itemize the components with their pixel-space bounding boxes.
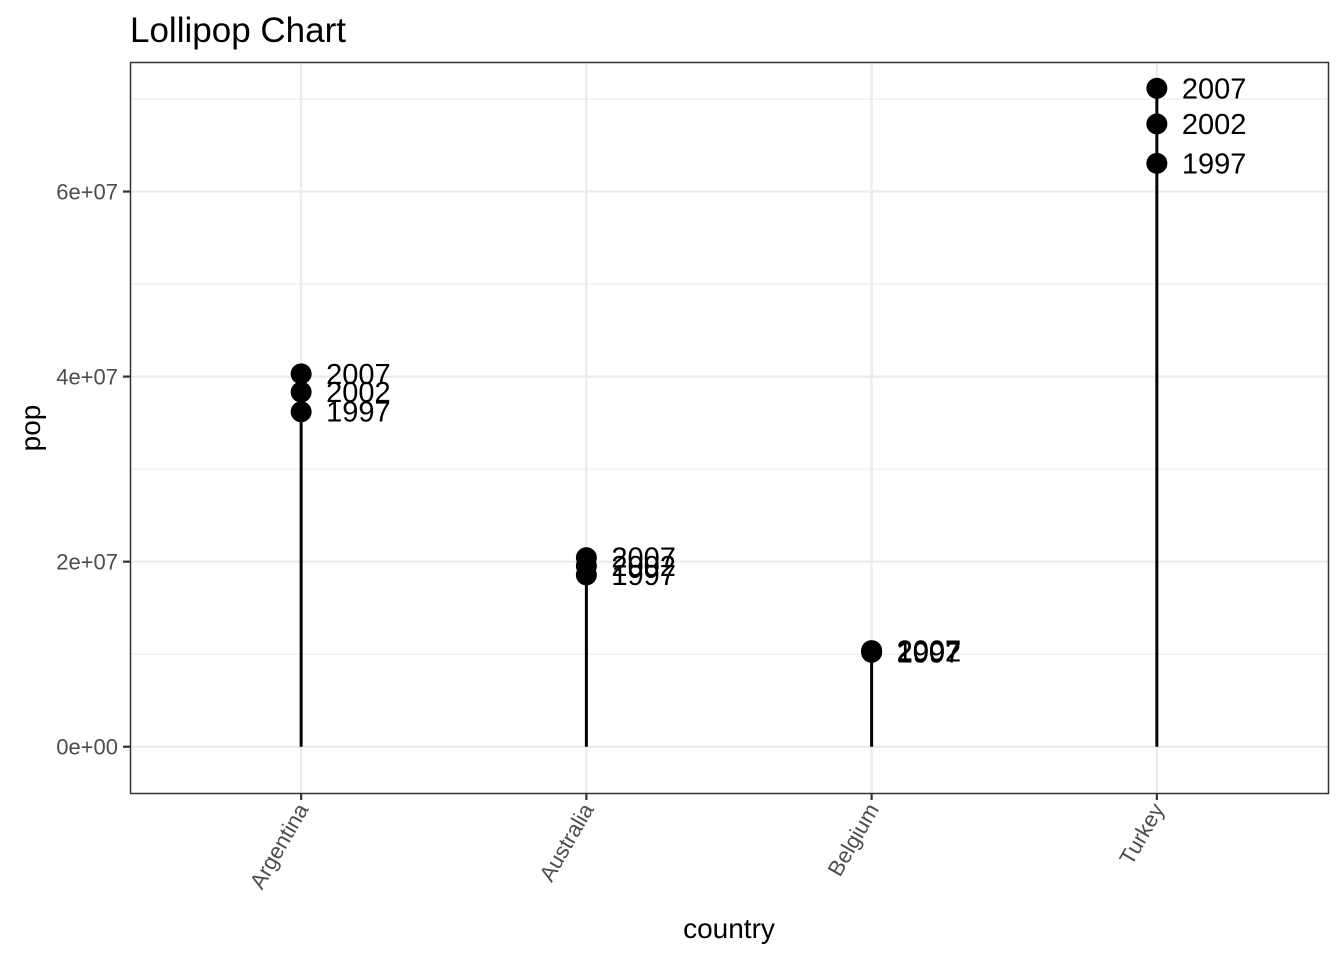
point-label-argentina-2002: 2002 [326, 377, 391, 409]
point-label-belgium-2002: 2002 [897, 636, 962, 668]
x-tick-label-belgium: Belgium [823, 799, 884, 880]
point-label-belgium-2007: 2007 [897, 636, 962, 668]
y-axis: 0e+00 2e+07 4e+07 6e+07 [56, 180, 130, 760]
x-axis-title: country [683, 913, 775, 944]
point-belgium-2007 [861, 640, 883, 662]
point-label-belgium-1997: 1997 [897, 637, 962, 669]
point-label-argentina-1997: 1997 [326, 397, 391, 429]
y-tick-label: 6e+07 [56, 180, 118, 205]
y-tick-label: 2e+07 [56, 550, 118, 575]
x-axis: Argentina Australia Belgium Turkey [245, 793, 1169, 893]
y-axis-title: pop [15, 405, 46, 452]
stems [299, 88, 1159, 747]
dots [290, 77, 1168, 663]
point-argentina-2007 [290, 363, 312, 385]
point-label-australia-2007: 2007 [611, 543, 676, 575]
point-australia-2007 [575, 547, 597, 569]
point-label-argentina-2007: 2007 [326, 359, 391, 391]
x-tick-label-turkey: Turkey [1114, 799, 1169, 869]
y-tick-label: 4e+07 [56, 365, 118, 390]
point-labels: 1997200220071997200220071997200220071997… [326, 73, 1246, 669]
point-turkey-2007 [1146, 77, 1168, 99]
chart-title: Lollipop Chart [130, 11, 346, 50]
point-turkey-1997 [1146, 152, 1168, 174]
point-label-turkey-1997: 1997 [1182, 148, 1247, 180]
point-argentina-1997 [290, 401, 312, 423]
grid [130, 62, 1328, 793]
point-label-turkey-2007: 2007 [1182, 73, 1247, 105]
point-label-australia-2002: 2002 [611, 551, 676, 583]
x-tick-label-argentina: Argentina [245, 798, 314, 893]
point-label-australia-1997: 1997 [611, 560, 676, 592]
point-argentina-2002 [290, 381, 312, 403]
x-tick-label-australia: Australia [534, 798, 599, 885]
panel-border [129, 61, 1330, 795]
point-turkey-2002 [1146, 113, 1168, 135]
y-tick-label: 0e+00 [56, 735, 118, 760]
point-label-turkey-2002: 2002 [1182, 109, 1247, 141]
